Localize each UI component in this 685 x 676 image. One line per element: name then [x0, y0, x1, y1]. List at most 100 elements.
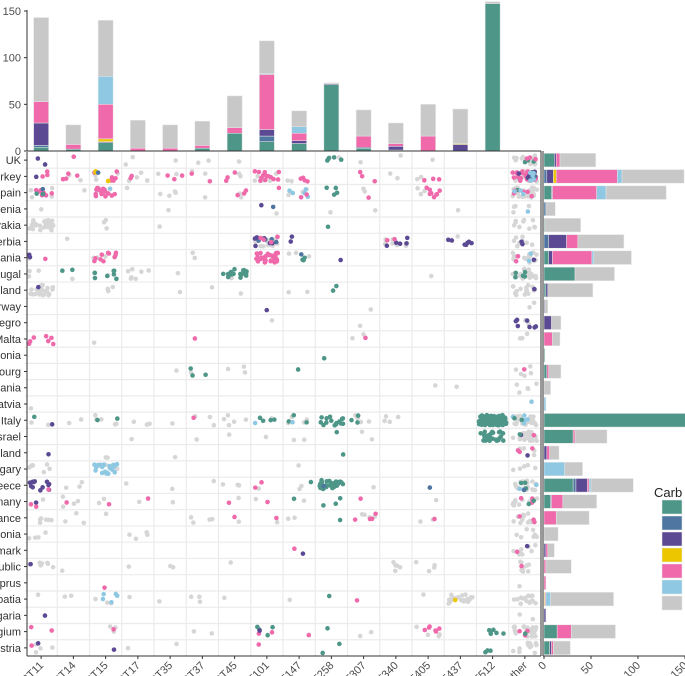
- isolate-dot: [225, 366, 231, 372]
- right-bar-segment: [554, 153, 557, 168]
- isolate-dot: [362, 512, 367, 518]
- isolate-dot: [494, 630, 499, 636]
- isolate-dot: [518, 480, 524, 486]
- isolate-dot: [28, 406, 34, 411]
- isolate-dot: [517, 486, 522, 492]
- isolate-dot: [521, 624, 527, 629]
- isolate-dot: [500, 431, 506, 436]
- row-label: Estonia: [0, 529, 22, 541]
- isolate-dot: [524, 563, 529, 568]
- isolate-dot: [114, 169, 120, 174]
- row-label: Spain: [0, 188, 21, 200]
- isolate-dot: [241, 267, 247, 273]
- isolate-dot: [291, 496, 297, 502]
- isolate-dot: [513, 631, 519, 636]
- isolate-dot: [97, 463, 102, 468]
- right-bar-segment: [545, 543, 549, 558]
- right-bar-segment: [553, 640, 571, 655]
- row-label: Montenegro: [0, 318, 21, 330]
- isolate-dot: [530, 217, 536, 223]
- isolate-dot: [339, 416, 345, 422]
- isolate-dot: [252, 485, 258, 490]
- isolate-dot: [30, 463, 36, 468]
- column-label: ST340: [370, 660, 401, 676]
- isolate-dot: [517, 336, 523, 341]
- isolate-dot: [33, 500, 39, 505]
- isolate-dot: [264, 307, 270, 313]
- isolate-dot: [111, 627, 116, 632]
- isolate-dot: [463, 592, 468, 597]
- isolate-dot: [174, 368, 179, 373]
- isolate-dot: [517, 514, 522, 519]
- isolate-dot: [239, 272, 245, 277]
- isolate-dot: [324, 185, 329, 191]
- isolate-dot: [300, 551, 306, 556]
- isolate-dot: [105, 250, 111, 256]
- column-label: ST437: [434, 660, 465, 676]
- isolate-dot: [243, 188, 249, 193]
- isolate-dot: [169, 486, 175, 492]
- isolate-dot: [115, 416, 120, 421]
- right-bar-segment: [543, 478, 574, 493]
- right-bar-segment: [549, 640, 552, 655]
- isolate-dot: [513, 270, 519, 276]
- isolate-dot: [461, 598, 466, 604]
- isolate-dot: [321, 483, 327, 489]
- right-bar-segment: [545, 283, 549, 298]
- isolate-dot: [368, 629, 374, 635]
- isolate-dot: [256, 169, 262, 175]
- isolate-dot: [340, 481, 346, 487]
- isolate-dot: [301, 437, 307, 443]
- isolate-dot: [488, 648, 493, 654]
- isolate-dot: [357, 323, 363, 329]
- isolate-dot: [190, 250, 195, 256]
- legend-swatch: [661, 531, 683, 547]
- isolate-dot: [520, 517, 525, 522]
- isolate-dot: [236, 495, 241, 501]
- isolate-dot: [424, 185, 429, 191]
- right-bar-segment: [621, 169, 685, 184]
- isolate-dot: [238, 195, 244, 200]
- isolate-dot: [290, 419, 295, 425]
- legend-swatch: [661, 515, 683, 531]
- isolate-dot: [27, 465, 32, 470]
- isolate-dot: [179, 173, 185, 178]
- isolate-dot: [269, 630, 275, 635]
- top-bar-segment: [97, 20, 114, 77]
- isolate-dot: [327, 478, 332, 484]
- isolate-dot: [428, 273, 434, 279]
- isolate-dot: [103, 455, 109, 460]
- isolate-dot: [482, 418, 488, 424]
- isolate-dot: [45, 338, 51, 344]
- isolate-dot: [426, 568, 432, 574]
- isolate-dot: [26, 535, 32, 541]
- isolate-dot: [522, 413, 527, 418]
- isolate-dot: [99, 470, 105, 476]
- isolate-dot: [534, 252, 539, 257]
- isolate-dot: [63, 519, 68, 524]
- right-bar-segment: [544, 218, 581, 233]
- isolate-dot: [514, 382, 520, 387]
- top-bar-segment: [291, 133, 307, 141]
- isolate-dot: [211, 478, 217, 484]
- isolate-dot: [297, 486, 302, 492]
- right-bar-segment: [553, 169, 557, 184]
- isolate-dot: [221, 416, 227, 422]
- isolate-dot: [276, 169, 282, 175]
- isolate-dot: [274, 515, 279, 521]
- isolate-dot: [157, 224, 162, 229]
- isolate-dot: [455, 594, 461, 600]
- isolate-dot: [518, 371, 524, 377]
- isolate-dot: [337, 641, 342, 647]
- dot-matrix: UK Turkey Spain Slovenia Slovakia Serbia Roman…: [0, 150, 542, 676]
- isolate-dot: [136, 499, 142, 505]
- right-bar-segment: [543, 527, 559, 542]
- isolate-dot: [286, 419, 292, 424]
- right-bar-segment: [590, 478, 634, 493]
- isolate-dot: [189, 171, 195, 176]
- isolate-dot: [304, 420, 309, 425]
- isolate-dot: [127, 594, 132, 600]
- row-label: Lithuania: [0, 383, 22, 395]
- isolate-dot: [522, 480, 528, 486]
- isolate-dot: [95, 417, 100, 423]
